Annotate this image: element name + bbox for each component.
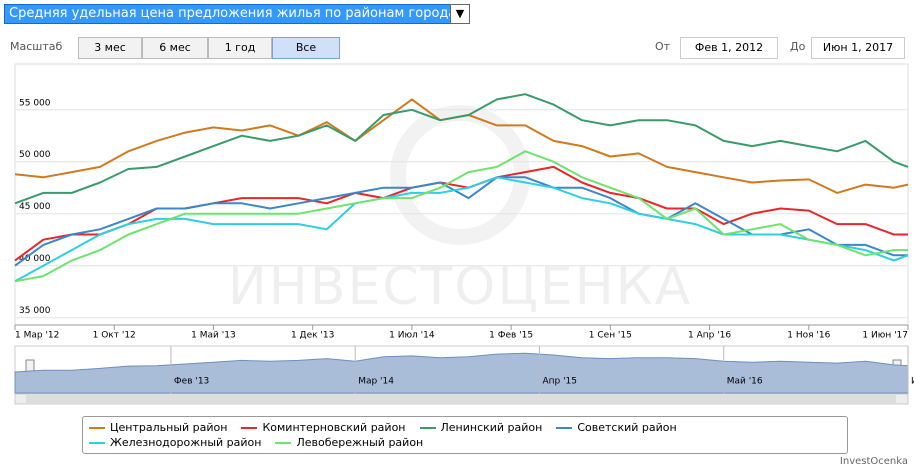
legend-label: Центральный район xyxy=(110,421,228,434)
y-tick-label: 35 000 xyxy=(19,306,51,316)
watermark-logo xyxy=(390,105,530,245)
legend-item[interactable]: Советский район xyxy=(556,421,677,434)
navigator-label: Фев '13 xyxy=(174,377,209,387)
legend-swatch xyxy=(89,426,105,429)
dropdown-arrow[interactable]: ▼ xyxy=(450,4,470,24)
from-label: От xyxy=(655,40,671,53)
series-line xyxy=(14,93,909,205)
y-tick-label: 55 000 xyxy=(19,98,51,108)
watermark: ИНВЕСТОЦЕНКА xyxy=(228,257,692,317)
from-input[interactable]: Фев 1, 2012 xyxy=(680,37,778,59)
legend-item[interactable]: Ленинский район xyxy=(419,421,543,434)
to-input[interactable]: Июн 1, 2017 xyxy=(811,37,905,59)
zoom-button[interactable]: 3 мес xyxy=(78,37,142,59)
chart: ИНВЕСТОЦЕНКА 35 000 40 000 45 000 50 000 55 0… xyxy=(14,63,914,405)
legend-label: Левобережный район xyxy=(296,436,424,449)
x-tick-label: 1 Май '13 xyxy=(191,331,236,341)
navigator-label: Апр '15 xyxy=(542,377,577,387)
zoom-button[interactable]: 1 год xyxy=(208,37,272,59)
x-tick-label: 1 Июл '14 xyxy=(389,331,435,341)
x-tick-label: 1 Июн '17 xyxy=(862,331,908,341)
legend: Центральный район Коминтерновский район Ле… xyxy=(82,416,848,454)
legend-item[interactable]: Центральный район xyxy=(89,421,227,434)
navigator-area xyxy=(14,352,909,394)
legend-item[interactable]: Железнодорожный район xyxy=(89,436,261,449)
x-tick-label: 1 Дек '13 xyxy=(291,331,334,341)
credit: InvestOcenka xyxy=(839,456,908,467)
legend-swatch xyxy=(275,441,292,444)
y-tick-label: 50 000 xyxy=(19,150,51,160)
x-tick-label: 1 Ноя '16 xyxy=(787,331,830,341)
x-tick-label: 1 Фев '15 xyxy=(489,331,533,341)
navigator-label: Мар '14 xyxy=(358,377,394,387)
series-line xyxy=(14,176,909,283)
legend-swatch xyxy=(89,441,105,444)
zoom-button[interactable]: Все xyxy=(272,37,340,59)
legend-swatch xyxy=(419,426,436,429)
scrollbar-thumb[interactable] xyxy=(26,395,896,403)
x-tick-label: 1 Мар '12 xyxy=(15,331,59,341)
legend-label: Советский район xyxy=(577,421,677,434)
legend-item[interactable]: Коминтерновский район xyxy=(241,421,406,434)
legend-swatch xyxy=(556,426,573,429)
y-tick-label: 45 000 xyxy=(19,202,51,212)
legend-label: Ленинский район xyxy=(440,421,543,434)
x-tick-label: 1 Сен '15 xyxy=(589,331,632,341)
chart-selector[interactable]: Средняя удельная цена предложения жилья … xyxy=(4,4,452,24)
zoom-label: Масштаб xyxy=(10,40,63,53)
y-tick-label: 40 000 xyxy=(19,254,51,264)
legend-item[interactable]: Левобережный район xyxy=(275,436,423,449)
zoom-button[interactable]: 6 мес xyxy=(142,37,208,59)
x-tick-label: 1 Окт '12 xyxy=(93,331,136,341)
x-tick-label: 1 Апр '16 xyxy=(688,331,731,341)
navigator-label: Май '16 xyxy=(727,377,763,387)
series-line xyxy=(14,150,908,283)
legend-label: Коминтерновский район xyxy=(262,421,406,434)
legend-label: Железнодорожный район xyxy=(110,436,262,449)
navigator-label: Ию xyxy=(911,377,914,387)
to-label: До xyxy=(790,40,806,53)
legend-swatch xyxy=(241,426,258,429)
